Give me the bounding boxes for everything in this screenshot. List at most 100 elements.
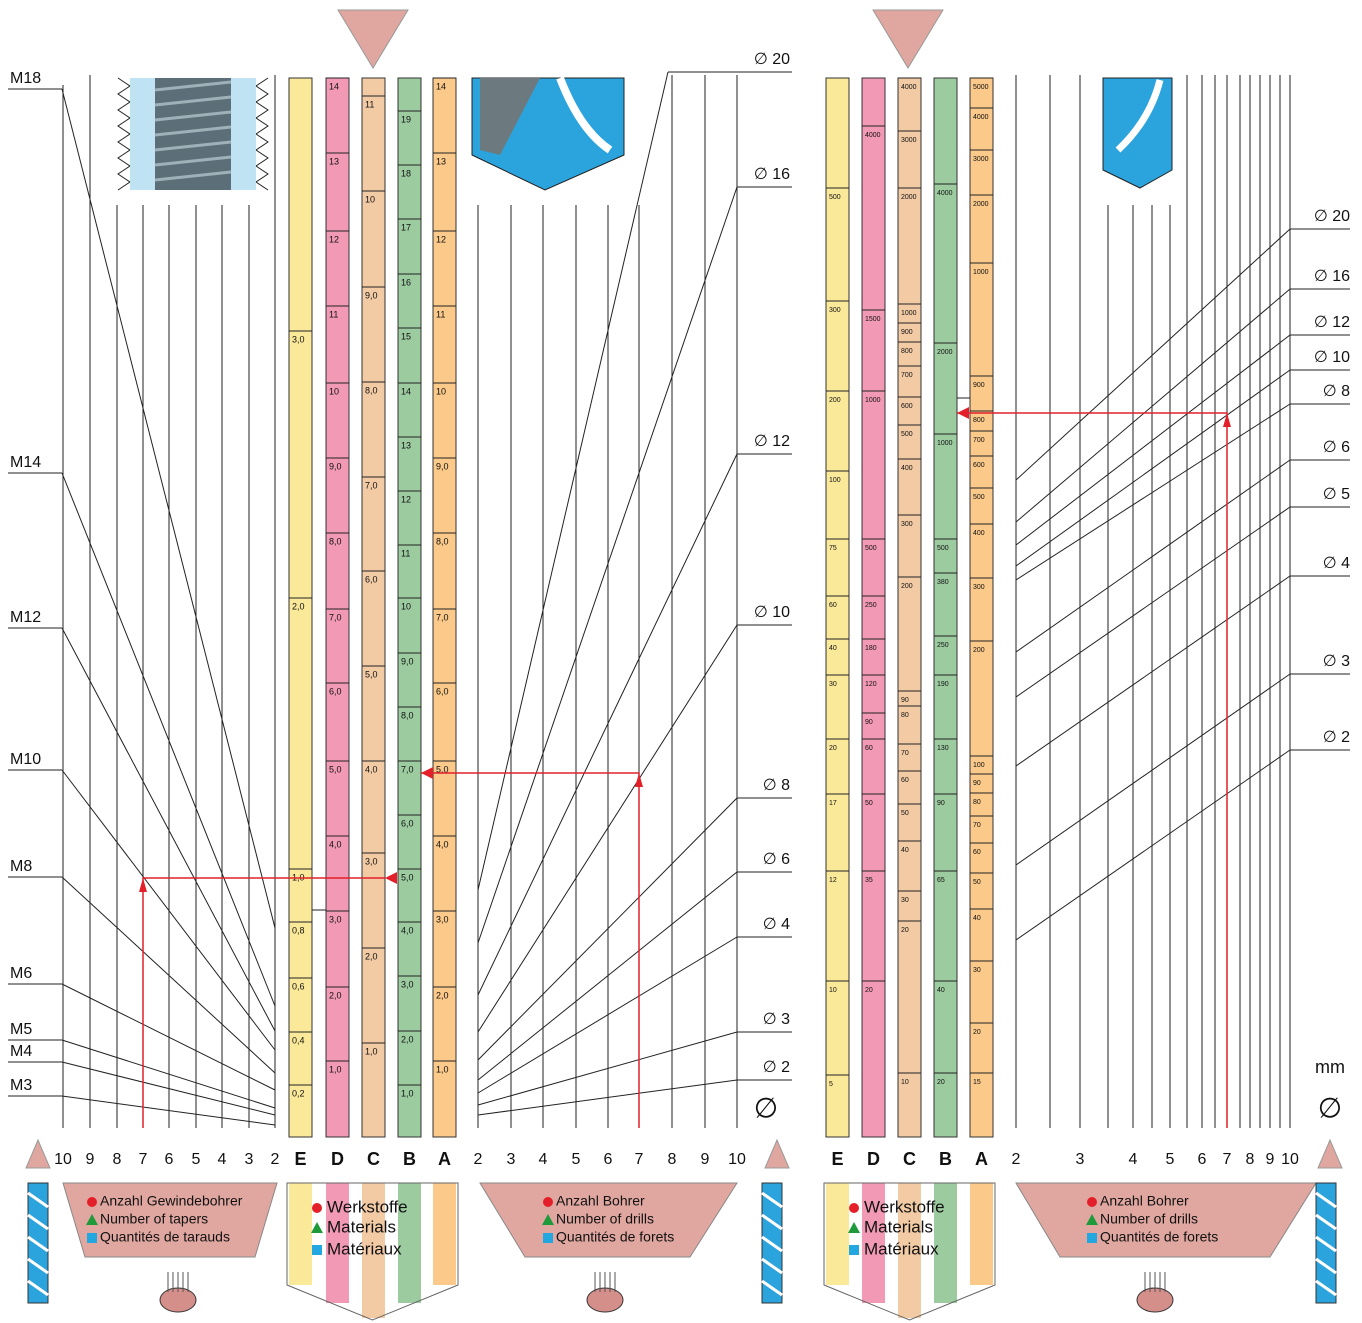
column-tick-label: 4,0 bbox=[329, 839, 342, 849]
leader-line bbox=[1015, 575, 1291, 767]
column-tick-label: 19 bbox=[401, 114, 411, 124]
column-tick-label: 400 bbox=[901, 465, 913, 472]
column-tick-label: 0,6 bbox=[292, 981, 305, 991]
column-tick-label: 2000 bbox=[901, 194, 917, 201]
marker bbox=[543, 1197, 553, 1207]
drill-label: ∅ 4 bbox=[763, 916, 790, 933]
column-tick-label: 120 bbox=[865, 681, 877, 688]
column-tick-label: 75 bbox=[829, 545, 837, 552]
scale-label: 6 bbox=[604, 1151, 613, 1168]
column-tick-label: 1000 bbox=[973, 269, 989, 276]
column-tick-label: 7,0 bbox=[329, 612, 342, 622]
tap-icon bbox=[117, 77, 269, 191]
column-tick-label: 50 bbox=[901, 810, 909, 817]
column-tick-label: 500 bbox=[829, 194, 841, 201]
column-tick-label: 20 bbox=[865, 987, 873, 994]
legend-text: Anzahl Bohrer bbox=[1100, 1193, 1189, 1209]
legend-box bbox=[62, 1182, 278, 1258]
column-tick-label: 35 bbox=[865, 877, 873, 884]
column-tick-label: 0,8 bbox=[292, 925, 305, 935]
tool-flute bbox=[761, 1279, 783, 1297]
column-tick-label: 60 bbox=[829, 602, 837, 609]
column-tick-label: 12 bbox=[829, 877, 837, 884]
scale-label: 3 bbox=[507, 1151, 516, 1168]
tool-flute bbox=[761, 1213, 783, 1231]
diameter-symbol: ∅ bbox=[1318, 1092, 1342, 1123]
leader-line bbox=[477, 936, 738, 1094]
leader-line bbox=[1015, 749, 1291, 941]
column-tick-label: 5,0 bbox=[365, 669, 378, 679]
marker bbox=[1086, 1214, 1098, 1225]
arrow-head bbox=[957, 407, 969, 419]
column-tick-label: 3000 bbox=[973, 156, 989, 163]
column-tick-label: 200 bbox=[901, 583, 913, 590]
material-column bbox=[897, 77, 922, 1138]
column-tick-label: 4,0 bbox=[401, 925, 414, 935]
column-tick-label: 9,0 bbox=[401, 656, 414, 666]
legend-text: Anzahl Bohrer bbox=[556, 1193, 645, 1209]
arrow-head bbox=[139, 878, 147, 892]
scale-label: 3 bbox=[1076, 1151, 1085, 1168]
column-tick-label: 7,0 bbox=[401, 764, 414, 774]
column-tick-label: 10 bbox=[436, 386, 446, 396]
leader-line bbox=[61, 983, 276, 1091]
marker bbox=[312, 1245, 322, 1255]
marker bbox=[542, 1214, 554, 1225]
column-tick-label: 500 bbox=[901, 431, 913, 438]
column-tick-label: 4,0 bbox=[365, 764, 378, 774]
column-tick-label: 6,0 bbox=[401, 818, 414, 828]
column-tick-label: 180 bbox=[865, 645, 877, 652]
scale-label: 4 bbox=[218, 1151, 227, 1168]
column-letter: E bbox=[294, 1149, 306, 1169]
pointer-triangle bbox=[764, 1138, 790, 1169]
column-tick-label: 800 bbox=[973, 417, 985, 424]
tool-flute bbox=[27, 1191, 49, 1209]
column-tick-label: 0,2 bbox=[292, 1088, 305, 1098]
material-stripe bbox=[289, 1183, 312, 1285]
column-tick-label: 30 bbox=[973, 967, 981, 974]
column-tick-label: 300 bbox=[973, 584, 985, 591]
leader-line bbox=[1015, 506, 1291, 698]
column-tick-label: 700 bbox=[973, 437, 985, 444]
legend-text: Materials bbox=[327, 1217, 396, 1236]
column-tick-label: 11 bbox=[329, 309, 338, 319]
material-column bbox=[825, 77, 850, 1138]
leader-line bbox=[1015, 288, 1291, 523]
material-column bbox=[861, 77, 886, 1138]
column-tick-label: 13 bbox=[401, 440, 411, 450]
column-tick-label: 1,0 bbox=[436, 1064, 449, 1074]
column-tick-label: 1000 bbox=[865, 397, 881, 404]
column-tick-label: 3,0 bbox=[292, 334, 305, 344]
column-tick-label: 12 bbox=[401, 494, 411, 504]
leader-line bbox=[1015, 459, 1291, 653]
legend-text: Matériaux bbox=[864, 1239, 939, 1258]
column-tick-label: 2000 bbox=[937, 349, 953, 356]
tool-flute bbox=[761, 1191, 783, 1209]
column-tick-label: 300 bbox=[901, 521, 913, 528]
column-tick-label: 15 bbox=[973, 1079, 981, 1086]
thread-label: M12 bbox=[10, 609, 41, 626]
legend-text: Quantités de forets bbox=[1100, 1229, 1218, 1245]
tool-flute bbox=[27, 1279, 49, 1297]
leader-line bbox=[1015, 403, 1291, 581]
scale-label: 10 bbox=[728, 1151, 746, 1168]
leader-line bbox=[477, 453, 738, 996]
column-tick-label: 10 bbox=[829, 987, 837, 994]
scale-label: 9 bbox=[701, 1151, 710, 1168]
material-column bbox=[288, 77, 313, 1138]
marker bbox=[1087, 1233, 1097, 1243]
material-stripe bbox=[898, 1183, 921, 1318]
column-tick-label: 800 bbox=[901, 348, 913, 355]
drill-label: ∅ 2 bbox=[763, 1059, 790, 1076]
column-tick-label: 30 bbox=[901, 897, 909, 904]
legend-text: Number of drills bbox=[556, 1211, 654, 1227]
scale-label: 9 bbox=[1266, 1151, 1275, 1168]
leader-line bbox=[61, 1061, 276, 1116]
column-tick-label: 5,0 bbox=[401, 872, 414, 882]
column-tick-label: 80 bbox=[901, 712, 909, 719]
material-stripe bbox=[362, 1183, 385, 1318]
drill-icon bbox=[471, 76, 625, 191]
scale-label: 6 bbox=[165, 1151, 174, 1168]
drill-label: ∅ 16 bbox=[754, 166, 790, 183]
